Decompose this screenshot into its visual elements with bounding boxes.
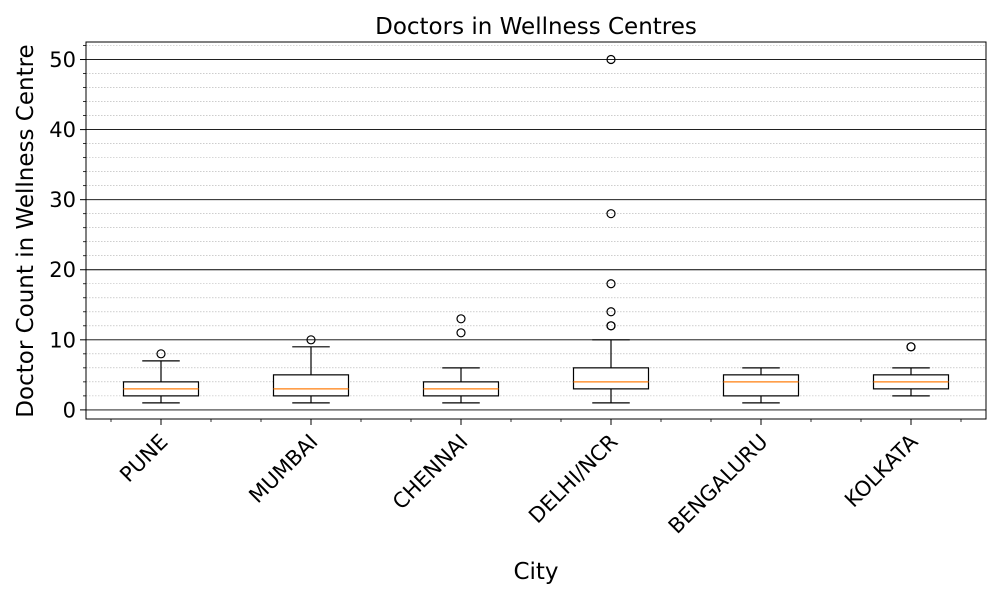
y-tick-label: 0: [63, 398, 76, 422]
y-tick-label: 40: [49, 118, 76, 142]
iqr-box: [272, 374, 350, 397]
x-axis-label: City: [513, 559, 558, 585]
plot-frame: [85, 41, 987, 420]
x-tick-label: CHENNAI: [388, 430, 473, 515]
outlier-point: [606, 321, 616, 331]
x-axis-ticks: PUNE MUMBAI CHENNAI DELHI/NCR BENGALURU KOLKA…: [110, 419, 962, 539]
x-tick-label: DELHI/NCR: [524, 430, 622, 528]
y-tick-label: 10: [49, 328, 76, 352]
outlier-point: [606, 307, 616, 317]
outlier-point: [456, 328, 466, 338]
x-tick-label: MUMBAI: [244, 430, 322, 508]
y-tick-label: 50: [49, 48, 76, 72]
outlier-point: [606, 209, 616, 219]
outlier-point: [306, 335, 316, 345]
box-pune: [122, 349, 200, 404]
box-chennai: [422, 314, 500, 404]
box-bengaluru: [722, 367, 800, 404]
chart-title: Doctors in Wellness Centres: [375, 14, 697, 40]
outlier-point: [156, 349, 166, 359]
iqr-box: [572, 367, 650, 390]
box-delhi-ncr: [572, 54, 650, 404]
iqr-box: [722, 374, 800, 397]
outlier-point: [606, 279, 616, 289]
grid-lines: [86, 45, 986, 411]
y-tick-label: 30: [49, 188, 76, 212]
outlier-point: [906, 342, 916, 352]
y-tick-label: 20: [49, 258, 76, 282]
x-tick-label: BENGALURU: [664, 430, 773, 539]
x-tick-label: PUNE: [115, 430, 172, 487]
y-axis-label: Doctor Count in Wellness Centre: [13, 44, 39, 417]
boxes: [122, 54, 950, 404]
x-tick-label: KOLKATA: [840, 429, 923, 512]
box-mumbai: [272, 335, 350, 404]
y-axis-ticks: 0 10 20 30 40 50: [49, 45, 86, 422]
outlier-point: [606, 54, 616, 65]
box-kolkata: [872, 342, 950, 397]
outlier-point: [456, 314, 466, 324]
